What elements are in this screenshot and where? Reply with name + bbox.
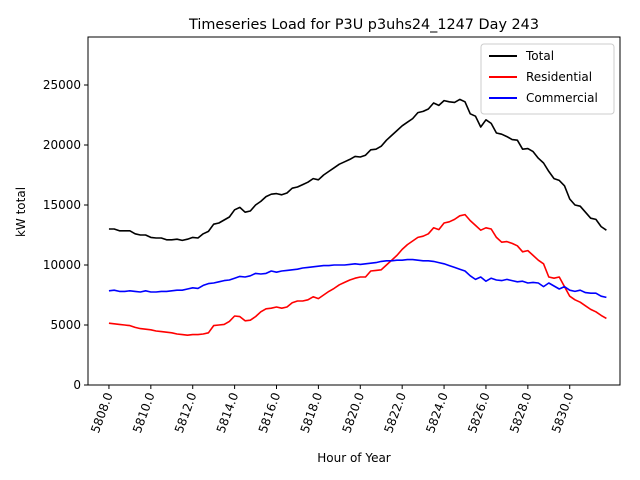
axes-frame [87, 36, 621, 386]
y-axis-label: kW total [14, 187, 28, 237]
y-tick-label: 5000 [50, 318, 81, 332]
y-axis: 0 5000 10000 15000 20000 25000 [43, 78, 88, 392]
legend-label-total: Total [525, 49, 554, 63]
y-tick-label: 0 [73, 378, 81, 392]
y-tick-label: 25000 [43, 78, 81, 92]
legend-label-commercial: Commercial [526, 91, 598, 105]
series-line-commercial [108, 258, 607, 299]
chart-title: Timeseries Load for P3U p3uhs24_1247 Day… [188, 17, 539, 33]
y-tick-label: 20000 [43, 138, 81, 152]
x-axis-label: Hour of Year [317, 451, 391, 465]
series-line-residential [108, 213, 607, 337]
y-tick-label: 10000 [43, 258, 81, 272]
legend: Total Residential Commercial [480, 43, 615, 115]
legend-label-residential: Residential [526, 70, 592, 84]
series-line-total [108, 98, 607, 242]
y-tick-label: 15000 [43, 198, 81, 212]
series-lines [108, 98, 607, 337]
legend-box [480, 43, 615, 115]
